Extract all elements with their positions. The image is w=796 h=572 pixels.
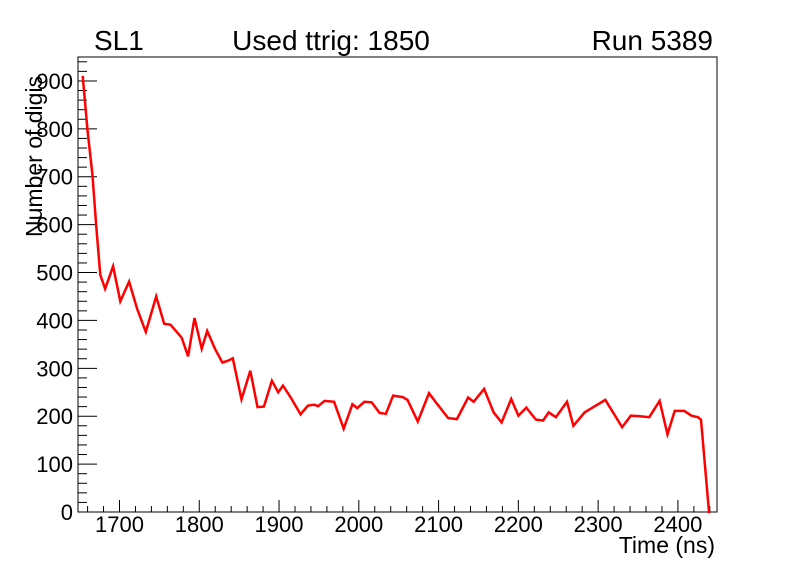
data-curve	[81, 75, 711, 514]
y-tick-label: 800	[36, 117, 73, 142]
y-tick-label: 600	[36, 213, 73, 238]
y-axis-title: Number of digis	[21, 76, 47, 237]
x-tick-label: 2200	[494, 512, 543, 537]
x-tick-label: 2100	[414, 512, 463, 537]
x-axis-title: Time (ns)	[619, 532, 715, 558]
y-tick-label: 100	[36, 452, 73, 477]
x-tick-label: 1700	[95, 512, 144, 537]
x-tick-label: 2000	[334, 512, 383, 537]
x-tick-label: 1900	[255, 512, 304, 537]
x-tick-label: 1800	[175, 512, 224, 537]
y-tick-label: 500	[36, 261, 73, 286]
x-tick-label: 2300	[574, 512, 623, 537]
plot-frame	[77, 56, 718, 513]
y-tick-label: 700	[36, 165, 73, 190]
pad-title-right: Run 5389	[591, 25, 713, 56]
pad-title-center: Used ttrig: 1850	[232, 25, 430, 56]
pad-title-left: SL1	[94, 25, 144, 56]
y-tick-label: 200	[36, 404, 73, 429]
y-tick-label: 900	[36, 69, 73, 94]
y-tick-label: 400	[36, 308, 73, 333]
y-tick-label: 0	[61, 500, 73, 525]
y-tick-label: 300	[36, 356, 73, 381]
x-tick-label: 2400	[653, 512, 702, 537]
